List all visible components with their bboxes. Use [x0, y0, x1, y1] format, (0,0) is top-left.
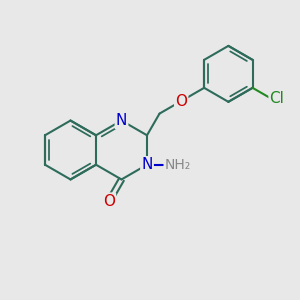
- Text: Cl: Cl: [270, 92, 284, 106]
- Text: N: N: [141, 157, 153, 172]
- Text: O: O: [175, 94, 187, 109]
- Text: NH₂: NH₂: [165, 158, 191, 172]
- Text: O: O: [103, 194, 115, 208]
- Text: N: N: [116, 113, 127, 128]
